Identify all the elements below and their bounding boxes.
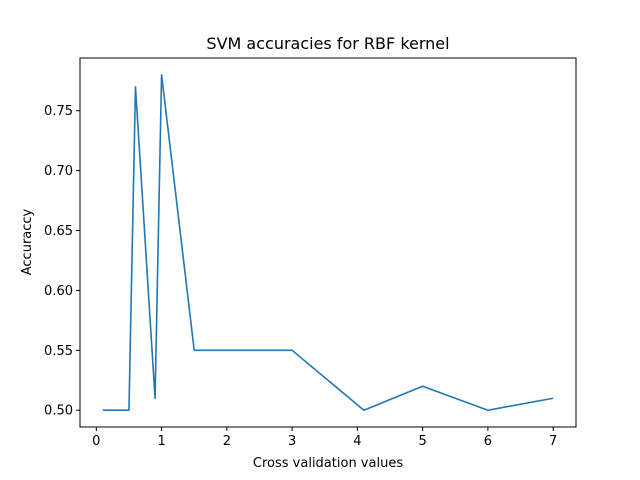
x-tick-label: 7 [549, 434, 557, 449]
y-tick-label: 0.70 [44, 164, 73, 179]
series-line [102, 73, 554, 412]
y-axis-title: Accuraccy [20, 208, 35, 275]
y-tick-label: 0.60 [44, 284, 73, 299]
plot-area [102, 73, 554, 412]
y-tick-label: 0.65 [44, 224, 73, 239]
y-tick-label: 0.75 [44, 104, 73, 119]
y-tick-label: 0.50 [44, 404, 73, 419]
x-tick-label: 1 [157, 434, 165, 449]
x-tick-label: 2 [223, 434, 231, 449]
y-tick-label: 0.55 [44, 344, 73, 359]
x-tick-label: 6 [484, 434, 492, 449]
x-axis: 0 1 2 3 4 5 6 7 [92, 427, 557, 449]
x-tick-label: 4 [353, 434, 361, 449]
x-tick-label: 3 [288, 434, 296, 449]
x-tick-label: 5 [418, 434, 426, 449]
y-axis: 0.50 0.55 0.60 0.65 0.70 0.75 [44, 104, 80, 419]
x-axis-title: Cross validation values [253, 456, 403, 471]
axes-frame [79, 57, 577, 428]
x-tick-label: 0 [92, 434, 100, 449]
chart-title: SVM accuracies for RBF kernel [206, 34, 449, 53]
